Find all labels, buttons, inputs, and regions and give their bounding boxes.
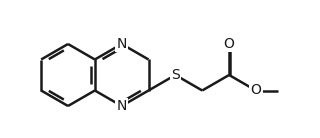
- Text: O: O: [251, 83, 261, 98]
- Text: N: N: [116, 99, 127, 113]
- Text: O: O: [224, 37, 235, 51]
- Text: S: S: [171, 68, 180, 82]
- Text: N: N: [116, 37, 127, 51]
